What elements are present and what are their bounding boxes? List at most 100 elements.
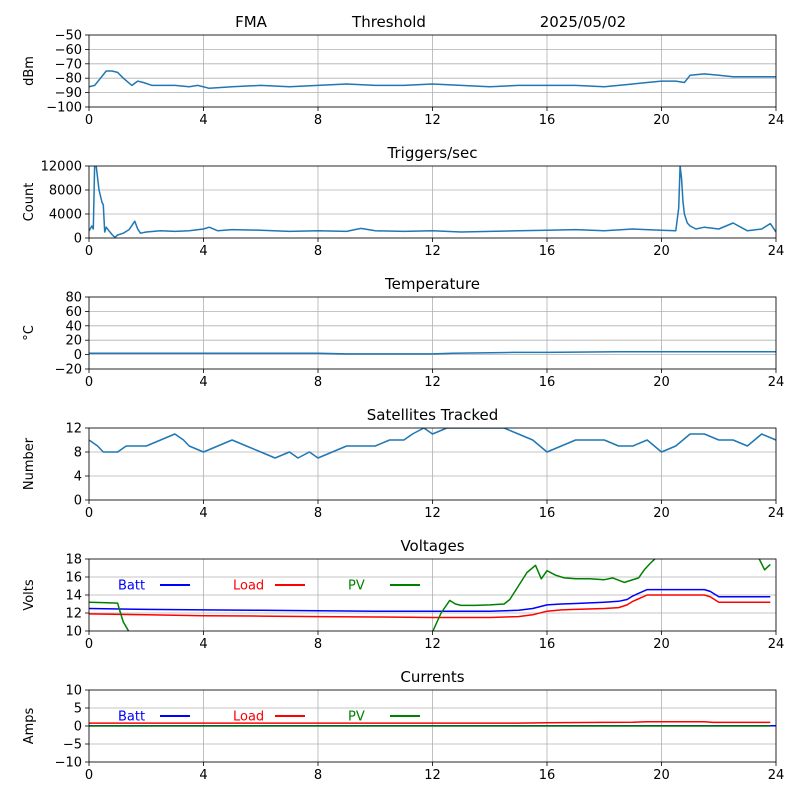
y-tick-label: 12	[65, 422, 82, 437]
x-tick-label: 4	[199, 244, 207, 259]
x-tick-label: 16	[539, 637, 556, 652]
y-tick-label: 14	[65, 589, 82, 604]
legend-label-currents-pv: PV	[348, 710, 365, 725]
x-tick-label: 12	[424, 244, 441, 259]
y-tick-label: 5	[74, 702, 82, 717]
y-tick-label: −60	[55, 43, 82, 58]
x-tick-label: 12	[424, 768, 441, 783]
y-axis-label-signal: dBm	[22, 56, 37, 86]
legend-label-currents-load: Load	[233, 710, 264, 725]
x-tick-label: 12	[424, 506, 441, 521]
x-tick-label: 24	[768, 244, 785, 259]
y-tick-label: 40	[65, 319, 82, 334]
y-tick-label: 10	[65, 625, 82, 640]
x-tick-label: 24	[768, 637, 785, 652]
x-tick-label: 24	[768, 768, 785, 783]
legend-label-currents-batt: Batt	[118, 710, 145, 725]
x-tick-label: 0	[85, 244, 93, 259]
y-tick-label: 0	[74, 348, 82, 363]
x-tick-label: 0	[85, 506, 93, 521]
y-tick-label: 16	[65, 571, 82, 586]
y-axis-label-voltages: Volts	[22, 579, 37, 611]
y-axis-label-temperature: °C	[22, 325, 37, 341]
y-tick-label: 20	[65, 334, 82, 349]
x-tick-label: 4	[199, 113, 207, 128]
panel-signal: 0 4 8 12 16 20 24 −100−90−80−70−60−50 dBm	[22, 29, 784, 129]
x-tick-label: 16	[539, 244, 556, 259]
y-tick-label: 4000	[49, 208, 82, 223]
x-tick-label: 16	[539, 768, 556, 783]
x-tick-label: 24	[768, 375, 785, 390]
x-tick-label: 20	[653, 637, 670, 652]
header-date: 2025/05/02	[540, 13, 626, 31]
x-tick-label: 16	[539, 506, 556, 521]
y-tick-label: 0	[74, 494, 82, 509]
y-axis-label-satellites: Number	[22, 437, 37, 490]
y-tick-label: 12	[65, 607, 82, 622]
x-tick-label: 16	[539, 113, 556, 128]
x-tick-label: 4	[199, 506, 207, 521]
x-tick-label: 4	[199, 637, 207, 652]
x-tick-label: 4	[199, 375, 207, 390]
y-tick-label: 18	[65, 553, 82, 568]
series-line-temperature-0	[89, 350, 776, 355]
series-line-voltages-pv	[89, 559, 771, 631]
y-axis-label-triggers: Count	[22, 183, 37, 222]
y-tick-label: 8	[74, 446, 82, 461]
x-tick-label: 8	[314, 375, 322, 390]
y-tick-label: 0	[74, 232, 82, 247]
x-tick-label: 16	[539, 375, 556, 390]
legend-label-voltages-load: Load	[233, 579, 264, 594]
y-tick-label: 4	[74, 470, 82, 485]
x-tick-label: 24	[768, 113, 785, 128]
chart-title-temperature: Temperature	[384, 275, 480, 293]
panel-satellites: 0 4 8 12 16 20 24 0 4 8 12 Satellites Tracked Number	[22, 406, 784, 521]
panel-voltages: 0 4 8 12 16 20 24 10 12 14 16 18 Voltages Volts Batt Lo…	[22, 537, 784, 652]
chart-title-triggers: Triggers/sec	[387, 144, 478, 162]
x-tick-label: 20	[653, 375, 670, 390]
x-tick-label: 12	[424, 375, 441, 390]
legend-label-voltages-pv: PV	[348, 579, 365, 594]
y-tick-label: −50	[55, 29, 82, 44]
y-tick-label: 8000	[49, 184, 82, 199]
header-mode: Threshold	[351, 13, 426, 31]
y-tick-label: −70	[55, 57, 82, 72]
x-tick-label: 12	[424, 113, 441, 128]
y-tick-label: −20	[55, 363, 82, 378]
x-tick-label: 0	[85, 375, 93, 390]
panel-triggers: 0 4 8 12 16 20 24 0 4000 8000 12000 Triggers/sec Cou…	[22, 144, 784, 259]
series-line-voltages-load	[89, 594, 771, 619]
x-tick-label: 0	[85, 113, 93, 128]
x-tick-label: 12	[424, 637, 441, 652]
x-tick-label: 20	[653, 244, 670, 259]
series-line-voltages-batt	[89, 588, 771, 612]
y-tick-label: 80	[65, 291, 82, 306]
y-tick-label: −100	[46, 101, 82, 116]
chart-title-satellites: Satellites Tracked	[367, 406, 498, 424]
series-line-triggers-0	[89, 166, 776, 238]
x-tick-label: 4	[199, 768, 207, 783]
chart-title-voltages: Voltages	[400, 537, 464, 555]
header-station: FMA	[235, 13, 268, 31]
x-tick-label: 20	[653, 768, 670, 783]
x-tick-label: 8	[314, 637, 322, 652]
y-tick-label: −10	[55, 756, 82, 771]
y-axis-label-currents: Amps	[22, 707, 37, 744]
x-tick-label: 24	[768, 506, 785, 521]
series-line-satellites-0	[89, 428, 776, 459]
x-tick-label: 0	[85, 637, 93, 652]
y-tick-label: −80	[55, 72, 82, 87]
x-tick-label: 8	[314, 113, 322, 128]
series-line-currents-load	[89, 720, 771, 724]
x-tick-label: 20	[653, 113, 670, 128]
y-tick-label: 10	[65, 684, 82, 699]
y-tick-label: 0	[74, 720, 82, 735]
y-tick-label: 12000	[41, 160, 82, 175]
x-tick-label: 8	[314, 244, 322, 259]
x-tick-label: 8	[314, 506, 322, 521]
chart-title-currents: Currents	[400, 668, 464, 686]
x-tick-label: 20	[653, 506, 670, 521]
